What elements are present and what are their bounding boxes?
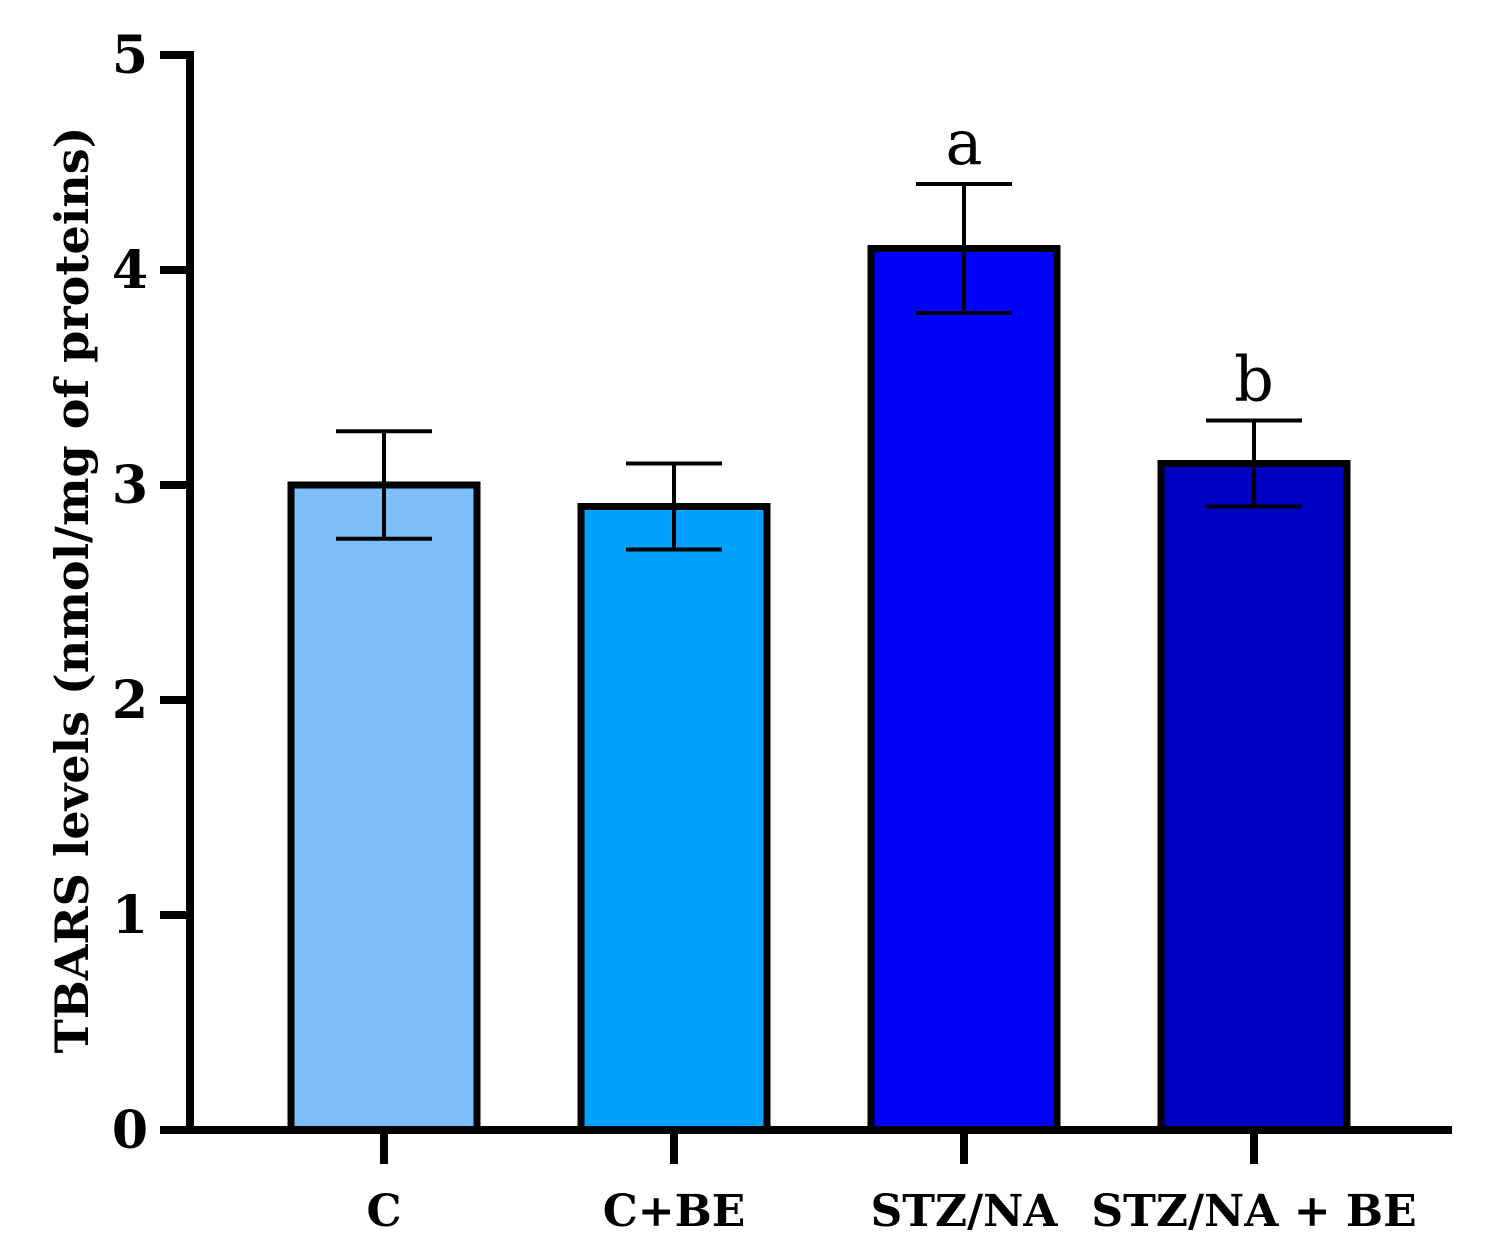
bar bbox=[867, 245, 1061, 1134]
error-bars bbox=[336, 182, 1302, 552]
significance-label: a bbox=[946, 106, 983, 179]
category-label: C+BE bbox=[603, 1186, 746, 1237]
y-tick-label: 5 bbox=[112, 25, 148, 86]
bars bbox=[287, 245, 1351, 1134]
y-tick-label: 3 bbox=[112, 455, 148, 516]
significance-annotations: ab bbox=[946, 106, 1274, 416]
y-tick-label: 1 bbox=[112, 885, 148, 946]
bar bbox=[1157, 460, 1351, 1134]
bar bbox=[577, 503, 771, 1134]
bar bbox=[287, 481, 481, 1134]
y-tick-label: 2 bbox=[112, 670, 148, 731]
y-tick-label: 4 bbox=[112, 240, 148, 301]
y-tick-label: 0 bbox=[112, 1100, 148, 1161]
significance-label: b bbox=[1234, 343, 1274, 416]
category-label: STZ/NA + BE bbox=[1091, 1186, 1416, 1237]
y-axis: 0 1 2 3 4 5 bbox=[112, 25, 194, 1161]
x-axis: C C+BE STZ/NA STZ/NA + BE bbox=[186, 1126, 1452, 1237]
category-label: C bbox=[366, 1186, 401, 1237]
y-axis-title: TBARS levels (nmol/mg of proteins) bbox=[45, 127, 99, 1054]
category-label: STZ/NA bbox=[870, 1186, 1058, 1237]
